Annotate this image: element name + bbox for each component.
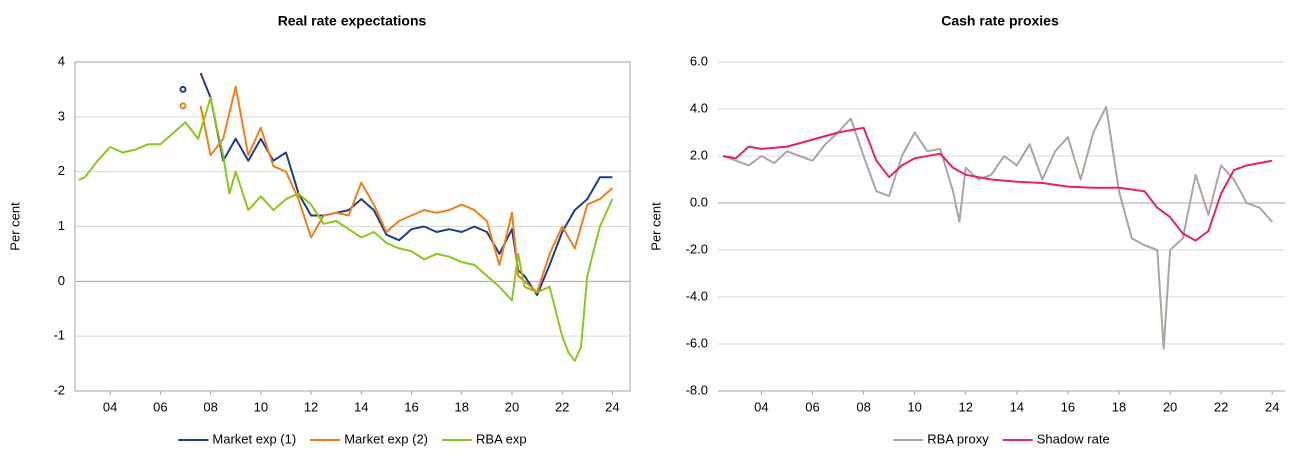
y-tick-label: 4 [58, 53, 65, 68]
y-tick-label: -1 [53, 328, 65, 343]
x-tick-label: 16 [404, 399, 418, 414]
y-axis-label: Per cent [648, 202, 663, 251]
chart: Cash rate proxies Per cent -8.0 -6.0 -4.0 -2.… [648, 13, 1285, 446]
x-tick-label: 08 [203, 399, 217, 414]
chart-title: Cash rate proxies [941, 13, 1059, 29]
legend-label: Shadow rate [1037, 431, 1110, 446]
x-tick-label: 18 [455, 399, 469, 414]
x-tick-label: 12 [304, 399, 318, 414]
x-tick-label: 12 [959, 399, 973, 414]
y-tick-label: -2.0 [686, 241, 708, 256]
x-tick-label: 22 [555, 399, 569, 414]
series-line [78, 96, 614, 362]
x-tick-label: 24 [1265, 399, 1279, 414]
legend: Market exp (1) Market exp (2) RBA exp [178, 431, 527, 446]
x-tick-label: 06 [805, 399, 819, 414]
x-tick-label: 16 [1061, 399, 1075, 414]
x-tick-label: 18 [1112, 399, 1126, 414]
series-line [722, 105, 1273, 350]
x-tick-label: 04 [103, 399, 117, 414]
point [179, 102, 187, 110]
y-tick-label: -8.0 [686, 382, 708, 397]
y-tick-label: 2 [58, 163, 65, 178]
series-line [199, 72, 613, 296]
y-tick-label: -4.0 [686, 288, 708, 303]
y-tick-label: -6.0 [686, 335, 708, 350]
x-tick-label: 10 [254, 399, 268, 414]
y-tick-label: 0 [58, 273, 65, 288]
point [179, 85, 187, 93]
x-tick-label: 22 [1214, 399, 1228, 414]
series-line [722, 126, 1273, 242]
y-tick-label: 3 [58, 108, 65, 123]
x-tick-label: 14 [1010, 399, 1024, 414]
y-tick-label: 4.0 [690, 100, 708, 115]
x-tick-label: 10 [907, 399, 921, 414]
x-tick-label: 14 [354, 399, 368, 414]
x-tick-label: 04 [754, 399, 768, 414]
legend-label: RBA proxy [927, 431, 989, 446]
x-tick-label: 08 [856, 399, 870, 414]
x-tick-label: 24 [605, 399, 619, 414]
y-tick-label: 1 [58, 218, 65, 233]
legend-label: RBA exp [476, 431, 527, 446]
legend-label: Market exp (2) [344, 431, 428, 446]
legend-label: Market exp (1) [212, 431, 296, 446]
series-line [199, 85, 614, 294]
y-tick-label: 0.0 [690, 194, 708, 209]
x-tick-label: 06 [153, 399, 167, 414]
x-tick-label: 20 [505, 399, 519, 414]
y-tick-label: -2 [53, 382, 65, 397]
chart-title: Real rate expectations [278, 13, 427, 29]
y-tick-label: 6.0 [690, 53, 708, 68]
y-tick-label: 2.0 [690, 147, 708, 162]
y-axis-label: Per cent [7, 202, 22, 251]
legend: RBA proxy Shadow rate [893, 431, 1110, 446]
x-tick-label: 20 [1163, 399, 1177, 414]
plot-frame [74, 61, 631, 392]
